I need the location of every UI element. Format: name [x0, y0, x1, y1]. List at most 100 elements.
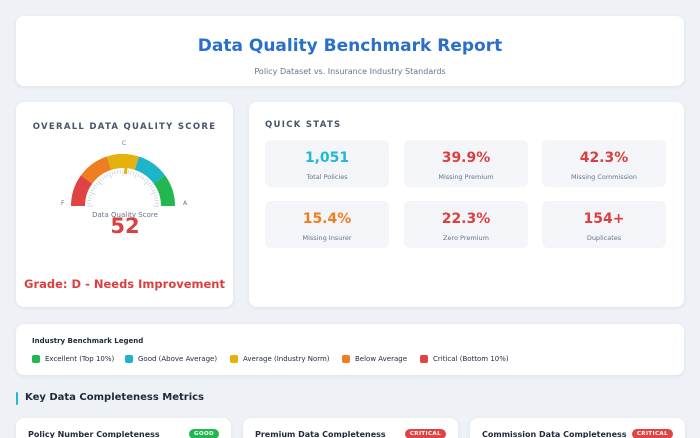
stat-value: 39.9%: [441, 150, 491, 166]
gauge-tick: [151, 189, 156, 192]
legend-label: Excellent (Top 10%): [45, 355, 115, 363]
stat-value: 1,051: [304, 150, 350, 166]
legend-swatch: [32, 355, 40, 363]
legend-swatch: [420, 355, 428, 363]
stat-tile-zero-premium: 22.3% Zero Premium: [404, 201, 528, 248]
gauge-tick: [132, 171, 135, 176]
gauge-tick: [150, 191, 157, 195]
quick-stats-card: QUICK STATS 1,051 Total Policies 39.9% M…: [249, 102, 684, 307]
gauge-caption: Data Quality Score: [92, 211, 158, 219]
stat-label: Missing Premium: [438, 173, 494, 181]
gauge-tick: [130, 170, 132, 175]
legend-label: Below Average: [355, 355, 408, 363]
gauge-tick: [134, 172, 138, 179]
metric-card-premium: Premium Data Completeness CRITICAL: [243, 418, 458, 438]
gauge-segment-good: [134, 156, 166, 184]
legend-swatch: [125, 355, 133, 363]
legend-swatch: [230, 355, 238, 363]
gauge-label-mid: C: [122, 140, 127, 147]
score-value: 52: [110, 214, 140, 238]
quick-stats-heading: QUICK STATS: [265, 120, 342, 130]
metric-card-policy-number: Policy Number Completeness GOOD: [16, 418, 231, 438]
gauge-tick: [87, 199, 91, 202]
gauge-tick: [87, 197, 92, 199]
legend-item-below-average: Below Average: [342, 354, 407, 364]
gauge-tick: [108, 172, 112, 179]
section-title: Key Data Completeness Metrics: [25, 392, 205, 403]
gauge-tick: [93, 184, 97, 188]
gauge-tick: [137, 173, 140, 178]
section-accent-bar: [16, 392, 18, 405]
gauge-tick: [154, 197, 159, 199]
metric-title: Premium Data Completeness: [255, 430, 386, 438]
metric-title: Policy Number Completeness: [28, 430, 160, 438]
gauge-tick: [139, 175, 143, 179]
gauge-needle: [124, 154, 129, 175]
gauge-segment-below-average: [80, 156, 112, 184]
stat-label: Duplicates: [586, 234, 622, 242]
legend-label: Average (Industry Norm): [243, 355, 330, 363]
gauge-tick: [143, 178, 147, 182]
legend-item-excellent: Excellent (Top 10%): [32, 354, 114, 364]
stat-tile-duplicates: 154+ Duplicates: [542, 201, 666, 248]
legend-label: Good (Above Average): [138, 355, 218, 363]
gauge-tick: [150, 186, 154, 190]
gauge-tick: [116, 170, 119, 174]
legend-label: Critical (Bottom 10%): [433, 355, 509, 363]
stat-tile-missing-premium: 39.9% Missing Premium: [404, 140, 528, 187]
gauge-tick: [127, 170, 130, 174]
status-badge: CRITICAL: [404, 429, 446, 438]
gauge-tick: [111, 171, 114, 176]
gauge-segment-excellent: [153, 175, 175, 207]
quality-gauge: [71, 154, 175, 207]
page-title: Data Quality Benchmark Report: [197, 36, 503, 56]
grade-label: Grade: D - Needs Improvement: [24, 277, 225, 291]
gauge-tick: [103, 175, 107, 179]
score-card-heading: OVERALL DATA QUALITY SCORE: [32, 122, 217, 132]
gauge-tick: [143, 180, 149, 186]
legend-title: Industry Benchmark Legend: [32, 337, 144, 345]
gauge-tick: [114, 170, 116, 175]
stat-value: 42.3%: [579, 150, 629, 166]
gauge-tick: [90, 189, 95, 192]
benchmark-legend: Industry Benchmark Legend Excellent (Top…: [16, 324, 684, 375]
gauge-tick: [95, 182, 99, 186]
stat-label: Missing Insurer: [302, 234, 352, 242]
gauge-tick: [88, 194, 93, 197]
gauge-tick: [89, 191, 96, 195]
overall-score-card: OVERALL DATA QUALITY SCORE: [16, 102, 233, 307]
stat-label: Total Policies: [306, 173, 348, 181]
gauge-label-low: F: [61, 200, 65, 207]
gauge-tick: [97, 180, 103, 186]
metric-title: Commission Data Completeness: [482, 430, 627, 438]
gauge-label-high: A: [183, 200, 188, 207]
gauge-tick: [155, 199, 159, 202]
gauge-tick: [101, 176, 105, 180]
stat-label: Zero Premium: [443, 234, 489, 242]
legend-item-critical: Critical (Bottom 10%): [420, 354, 509, 364]
stat-tile-total-policies: 1,051 Total Policies: [265, 140, 389, 187]
stat-value: 15.4%: [302, 211, 352, 227]
stat-value: 22.3%: [441, 211, 491, 227]
gauge-tick: [153, 194, 158, 197]
page-subtitle: Policy Dataset vs. Insurance Industry St…: [254, 67, 446, 76]
gauge-tick: [92, 186, 96, 190]
gauge-segment-average: [106, 154, 140, 170]
gauge-tick: [149, 184, 153, 188]
legend-item-average: Average (Industry Norm): [230, 354, 330, 364]
stat-value: 154+: [583, 211, 625, 227]
report-header: Data Quality Benchmark Report Policy Dat…: [16, 16, 684, 86]
gauge-segment-critical: [71, 175, 93, 207]
legend-item-good: Good (Above Average): [125, 354, 217, 364]
stat-tile-missing-commission: 42.3% Missing Commission: [542, 140, 666, 187]
status-badge: CRITICAL: [631, 429, 673, 438]
stat-tile-missing-insurer: 15.4% Missing Insurer: [265, 201, 389, 248]
stat-label: Missing Commission: [571, 173, 637, 181]
gauge-ticks: [87, 170, 159, 207]
legend-swatch: [342, 355, 350, 363]
status-badge: GOOD: [188, 429, 219, 438]
gauge-tick: [147, 182, 151, 186]
metric-card-commission: Commission Data Completeness CRITICAL: [470, 418, 685, 438]
gauge-tick: [106, 173, 109, 178]
gauge-tick: [141, 176, 145, 180]
